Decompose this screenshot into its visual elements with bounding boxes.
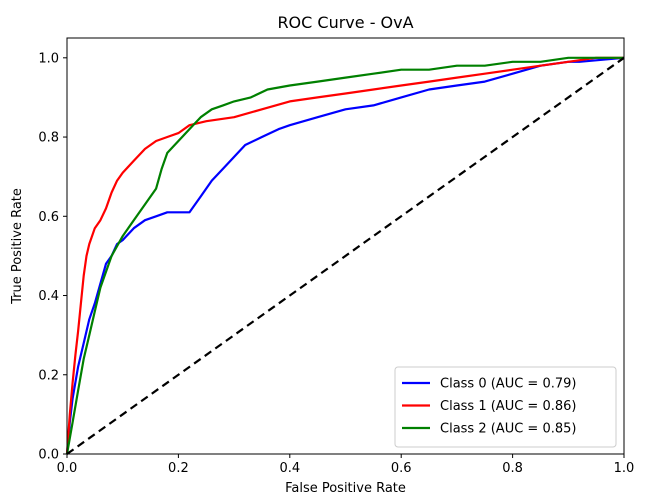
y-tick-label: 0.2 <box>38 368 59 383</box>
series-layer <box>65 56 625 455</box>
y-tick-label: 0.4 <box>38 289 59 304</box>
legend: Class 0 (AUC = 0.79) Class 1 (AUC = 0.86)… <box>394 366 617 448</box>
legend-entry-label: Class 0 (AUC = 0.79) <box>440 377 576 392</box>
x-tick-label: 0.4 <box>279 461 300 476</box>
y-ticks: 0.0 0.2 0.4 0.6 0.8 1.0 <box>38 51 67 463</box>
y-tick-label: 0.6 <box>38 210 59 225</box>
x-ticks: 0.0 0.2 0.4 0.6 0.8 1.0 <box>57 454 635 476</box>
series-line-class-1 <box>65 56 624 455</box>
legend-box <box>394 366 617 448</box>
x-axis-label: False Positive Rate <box>285 481 406 495</box>
legend-entry-label: Class 1 (AUC = 0.86) <box>440 399 576 414</box>
x-tick-label: 0.0 <box>57 461 78 476</box>
chance-diagonal-line <box>66 56 625 455</box>
y-tick-label: 1.0 <box>38 51 59 66</box>
y-axis-label: True Positive Rate <box>10 188 25 305</box>
x-tick-label: 0.8 <box>502 461 523 476</box>
x-tick-label: 0.2 <box>168 461 189 476</box>
x-tick-label: 1.0 <box>614 461 635 476</box>
series-line-class-2 <box>65 56 624 455</box>
y-tick-label: 0.8 <box>38 131 59 146</box>
y-tick-label: 0.0 <box>38 448 59 463</box>
legend-entry-label: Class 2 (AUC = 0.85) <box>440 422 576 437</box>
x-tick-label: 0.6 <box>391 461 412 476</box>
chart-title: ROC Curve - OvA <box>277 13 413 32</box>
plot-frame <box>66 37 625 455</box>
series-line-class-0 <box>65 56 625 455</box>
